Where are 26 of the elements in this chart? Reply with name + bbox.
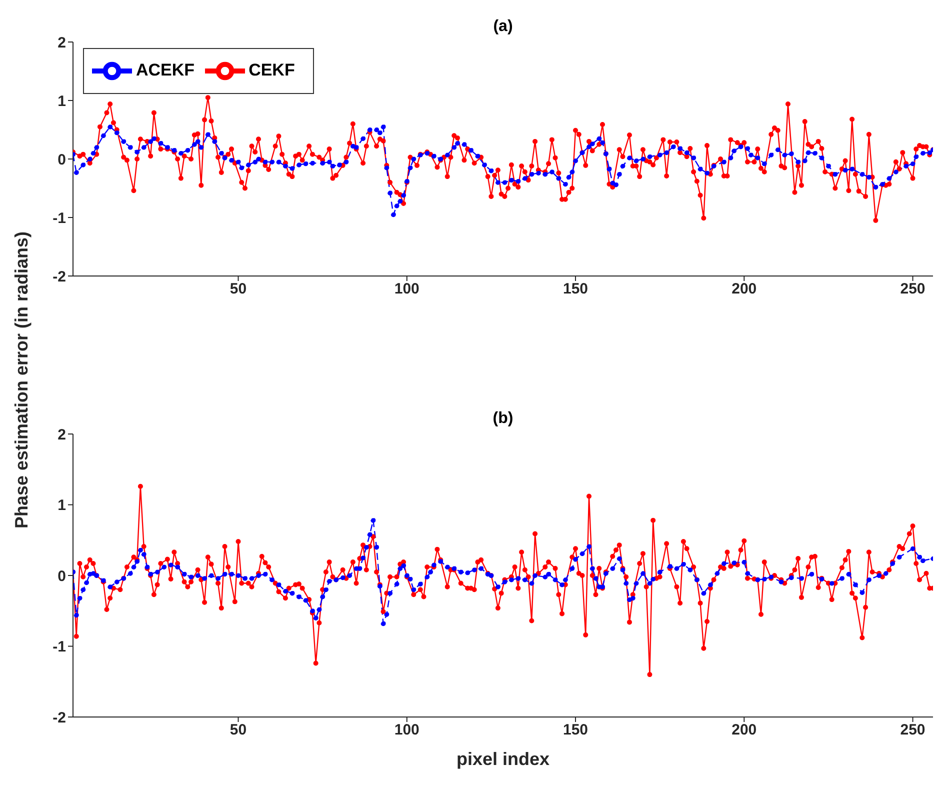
y-tick-label: 1 bbox=[58, 92, 66, 110]
x-tick-label: 250 bbox=[900, 280, 926, 298]
y-axis-title: Phase estimation error (in radians) bbox=[12, 231, 32, 529]
legend-label: CEKF bbox=[248, 60, 295, 80]
chart-title: (a) bbox=[492, 18, 514, 36]
x-tick-label: 50 bbox=[230, 722, 247, 739]
chart-title: (b) bbox=[492, 410, 514, 428]
x-tick-label: 100 bbox=[394, 280, 420, 298]
y-tick-label: -2 bbox=[52, 268, 66, 286]
legend-label: ACEKF bbox=[136, 60, 195, 80]
x-tick-label: 150 bbox=[562, 722, 588, 739]
x-tick-label: 50 bbox=[230, 280, 247, 298]
x-tick-label: 200 bbox=[732, 722, 757, 739]
x-tick-label: 150 bbox=[562, 280, 588, 298]
x-tick-label: 100 bbox=[394, 722, 420, 739]
y-tick-label: 1 bbox=[58, 497, 66, 514]
y-tick-label: -1 bbox=[52, 210, 66, 227]
x-axis-title: pixel index bbox=[455, 749, 551, 770]
y-tick-label: -1 bbox=[52, 638, 66, 656]
y-tick-label: 2 bbox=[58, 34, 66, 52]
x-tick-label: 250 bbox=[900, 722, 926, 739]
y-tick-label: 2 bbox=[58, 426, 66, 444]
x-tick-label: 200 bbox=[732, 280, 757, 298]
y-tick-label: -2 bbox=[52, 709, 66, 726]
y-tick-label: 0 bbox=[58, 151, 66, 168]
y-tick-label: 0 bbox=[58, 568, 66, 585]
